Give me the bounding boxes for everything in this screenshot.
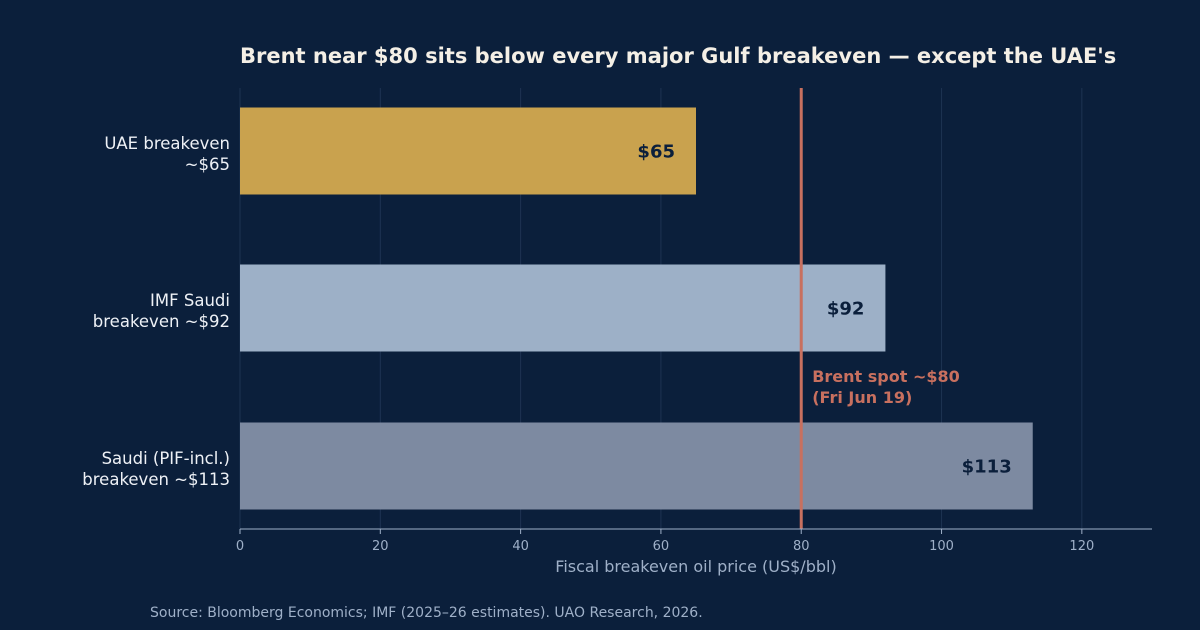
category-labels: UAE breakeven ~$65 IMF Saudi breakeven ~$92… [82, 134, 230, 489]
category-label: UAE breakeven [104, 134, 230, 153]
bar-value-label: $92 [827, 299, 865, 320]
category-label: ~$65 [185, 155, 230, 174]
bar-value-label: $113 [962, 457, 1012, 478]
bar-value-label: $65 [637, 142, 675, 163]
chart-title: Brent near $80 sits below every major Gu… [240, 44, 1116, 68]
x-tick-label: 40 [512, 539, 529, 554]
x-axis: 0 20 40 60 80 100 120 [236, 528, 1152, 554]
x-tick-label: 20 [372, 539, 389, 554]
x-tick-label: 80 [793, 539, 810, 554]
category-label: IMF Saudi [150, 291, 230, 310]
x-tick-label: 100 [929, 539, 954, 554]
x-tick-label: 0 [236, 539, 244, 554]
category-label: Saudi (PIF-incl.) [102, 449, 230, 468]
x-tick-label: 120 [1069, 539, 1094, 554]
reference-line-label: Brent spot ~$80 [812, 367, 960, 386]
x-axis-title: Fiscal breakeven oil price (US$/bbl) [555, 557, 836, 576]
category-label: breakeven ~$92 [93, 312, 230, 331]
category-label: breakeven ~$113 [82, 470, 230, 489]
reference-line-group: Brent spot ~$80 (Fri Jun 19) [799, 88, 960, 529]
reference-line-label: (Fri Jun 19) [812, 388, 912, 407]
bar [240, 422, 1033, 510]
bars: $65 $92 $113 [240, 107, 1033, 510]
bar [240, 264, 886, 352]
bar [240, 107, 696, 195]
source-note: Source: Bloomberg Economics; IMF (2025–2… [150, 605, 703, 621]
x-tick-label: 60 [653, 539, 670, 554]
